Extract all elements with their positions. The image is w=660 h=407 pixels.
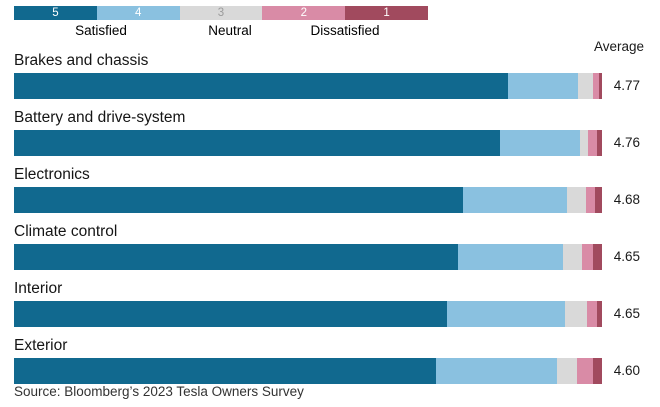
average-value: 4.60 — [613, 363, 640, 378]
bar-segment-score-1 — [593, 244, 602, 270]
bar-segment-score-4 — [436, 358, 558, 384]
chart-row: Climate control 4.65 — [0, 223, 660, 276]
legend-scale-segment-1: 1 — [345, 6, 428, 20]
bar-segment-score-3 — [557, 358, 578, 384]
category-label: Brakes and chassis — [14, 52, 149, 69]
stacked-bar — [14, 301, 602, 327]
bar-segment-score-3 — [563, 244, 582, 270]
stacked-bar — [14, 73, 602, 99]
bar-segment-score-2 — [586, 301, 597, 327]
bar-segment-score-1 — [593, 358, 602, 384]
chart-row: Interior 4.65 — [0, 280, 660, 333]
bar-segment-score-2 — [588, 130, 598, 156]
legend-scale-segment-5: 5 — [14, 6, 97, 20]
average-value: 4.65 — [613, 249, 640, 264]
chart-row: Electronics 4.68 — [0, 166, 660, 219]
legend-group-label-satisfied: Satisfied — [75, 23, 127, 38]
average-value: 4.65 — [613, 306, 640, 321]
stacked-bar — [14, 244, 602, 270]
category-label: Battery and drive-system — [14, 109, 186, 126]
legend-group-label-dissatisfied: Dissatisfied — [310, 23, 380, 38]
average-value: 4.76 — [613, 135, 640, 150]
bar-segment-score-2 — [593, 73, 600, 99]
bar-segment-score-5 — [14, 301, 447, 327]
bar-segment-score-3 — [567, 187, 586, 213]
bar-segment-score-1 — [595, 187, 602, 213]
stacked-bar — [14, 130, 602, 156]
legend-scale-segment-3: 3 — [179, 6, 263, 20]
bar-segment-score-5 — [14, 73, 508, 99]
legend-scale-segment-2: 2 — [262, 6, 346, 20]
bar-segment-score-1 — [596, 301, 602, 327]
bar-segment-score-2 — [577, 358, 594, 384]
bar-segment-score-5 — [14, 187, 464, 213]
bar-segment-score-4 — [507, 73, 578, 99]
bar-segment-score-3 — [577, 73, 594, 99]
bar-segment-score-4 — [500, 130, 581, 156]
average-value: 4.68 — [613, 192, 640, 207]
average-value: 4.77 — [613, 78, 640, 93]
chart-row: Battery and drive-system 4.76 — [0, 109, 660, 162]
chart-row: Exterior 4.60 — [0, 337, 660, 390]
bar-segment-score-5 — [14, 244, 458, 270]
bar-segment-score-2 — [585, 187, 596, 213]
legend-scale-segment-4: 4 — [96, 6, 180, 20]
bar-segment-score-2 — [582, 244, 594, 270]
stacked-bar — [14, 187, 602, 213]
category-label: Electronics — [14, 166, 90, 183]
bar-segment-score-4 — [457, 244, 564, 270]
bar-segment-score-1 — [597, 130, 602, 156]
source-note: Source: Bloomberg’s 2023 Tesla Owners Su… — [14, 384, 304, 399]
category-label: Exterior — [14, 337, 68, 354]
legend-group-label-neutral: Neutral — [208, 23, 252, 38]
average-column-header: Average — [593, 39, 644, 54]
bar-segment-score-4 — [446, 301, 565, 327]
legend-group-labels: Satisfied Neutral Dissatisfied — [0, 23, 660, 39]
category-label: Interior — [14, 280, 63, 297]
stacked-bar — [14, 358, 602, 384]
bar-segment-score-5 — [14, 358, 437, 384]
bar-segment-score-5 — [14, 130, 501, 156]
bar-segment-score-1 — [599, 73, 602, 99]
chart-row: Brakes and chassis 4.77 — [0, 52, 660, 105]
category-label: Climate control — [14, 223, 118, 240]
bar-segment-score-4 — [463, 187, 568, 213]
bar-segment-score-3 — [580, 130, 589, 156]
bar-segment-score-3 — [564, 301, 587, 327]
